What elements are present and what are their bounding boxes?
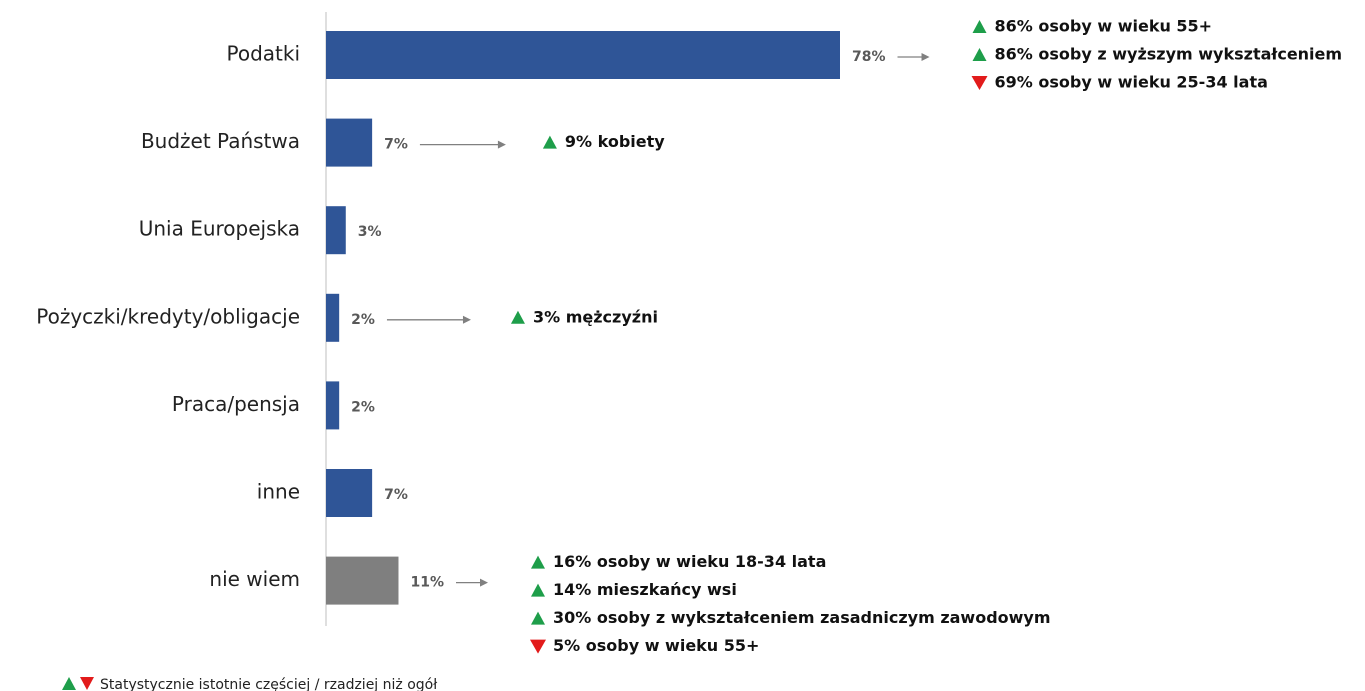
value-label: 11% [410,575,444,591]
note: 9% kobiety [565,132,665,151]
category-label: nie wiem [209,567,300,591]
up-icon [531,611,546,625]
bar [326,381,340,430]
down-icon [530,639,547,654]
category-label: Budżet Państwa [141,129,300,153]
bar [326,469,373,517]
bar [326,206,346,255]
value-label: 7% [384,487,408,503]
bar [326,118,373,167]
bar [326,293,340,342]
note: 86% osoby z wyższym wykształceniem [995,45,1343,64]
note: 69% osoby w wieku 25-34 lata [995,73,1268,92]
legend-note: Statystycznie istotnie częściej / rzadzi… [100,677,437,691]
value-label: 7% [384,137,408,153]
note: 3% mężczyźni [533,307,658,326]
value-label: 3% [358,224,382,240]
arrow-head [462,315,471,324]
up-icon [531,583,546,597]
category-label: Pożyczki/kredyty/obligacje [36,304,300,328]
note: 16% osoby w wieku 18-34 lata [553,552,826,571]
up-icon [510,310,525,324]
value-label: 78% [852,49,886,65]
value-label: 2% [351,399,375,415]
legend-up-icon [62,677,76,690]
note: 14% mieszkańcy wsi [553,580,737,599]
up-icon [531,555,546,569]
value-label: 2% [351,312,375,328]
down-icon [971,76,988,90]
arrow-head [480,578,489,587]
category-label: Podatki [226,42,300,66]
arrow-head [497,140,506,149]
legend-down-icon [80,677,94,690]
bar [326,31,840,79]
up-icon [542,135,557,149]
arrow-head [921,53,930,61]
bar [326,556,399,605]
category-label: inne [257,480,300,504]
up-icon [972,20,987,33]
note: 86% osoby w wieku 55+ [995,17,1213,36]
note: 5% osoby w wieku 55+ [553,636,759,655]
category-label: Unia Europejska [139,217,300,241]
category-label: Praca/pensja [172,392,300,416]
note: 30% osoby z wykształceniem zasadniczym z… [553,608,1051,627]
up-icon [972,48,987,61]
